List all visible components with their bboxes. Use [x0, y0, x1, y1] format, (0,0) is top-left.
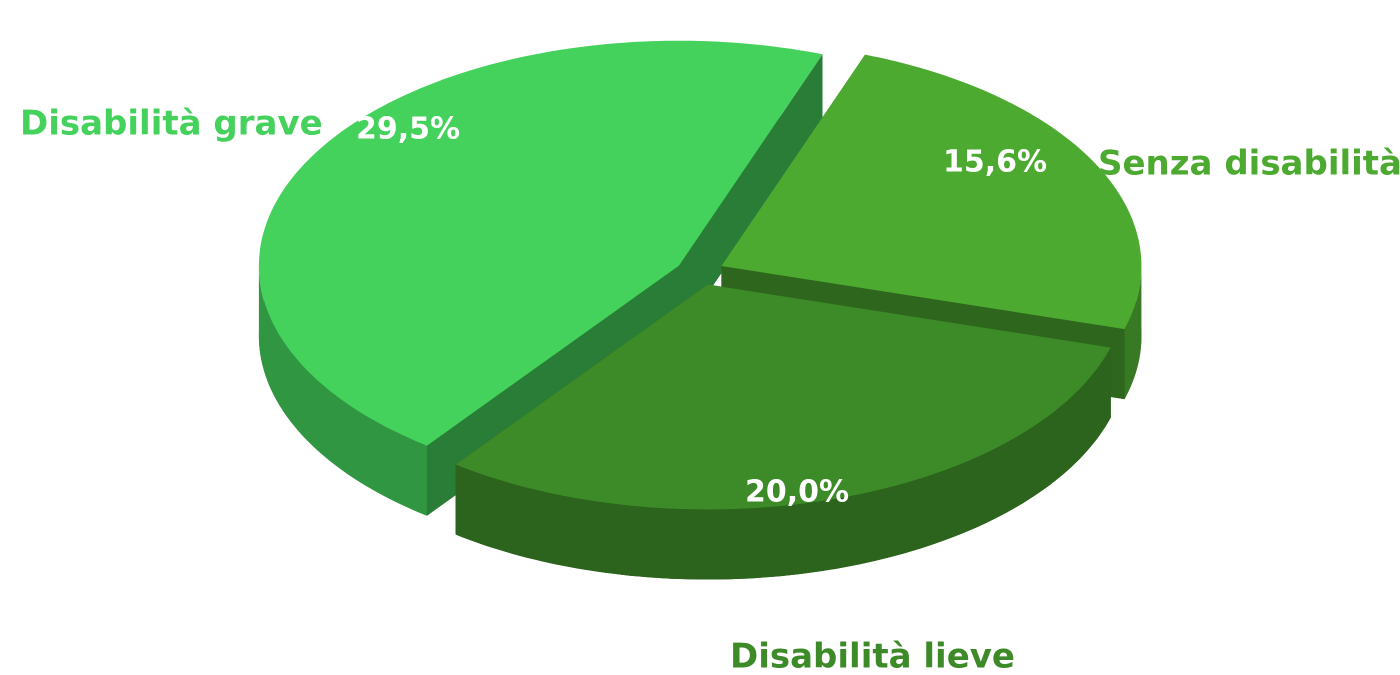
pie-slice: [455, 284, 1111, 580]
value-label: 29,5%: [356, 112, 460, 147]
category-label: Disabilità grave: [20, 104, 323, 144]
slice-top: [455, 284, 1111, 510]
slice-radial-wall: [678, 54, 823, 336]
slice-outer-wall: [455, 347, 1111, 580]
value-label: 20,0%: [745, 475, 849, 510]
slice-outer-wall: [1124, 266, 1142, 400]
value-label: 15,6%: [943, 145, 1047, 180]
slice-outer-wall: [258, 265, 427, 516]
slice-top: [721, 54, 1142, 330]
category-label: Senza disabilità: [1098, 144, 1400, 184]
category-label: Disabilità lieve: [730, 637, 1015, 675]
slice-top: [258, 40, 823, 446]
